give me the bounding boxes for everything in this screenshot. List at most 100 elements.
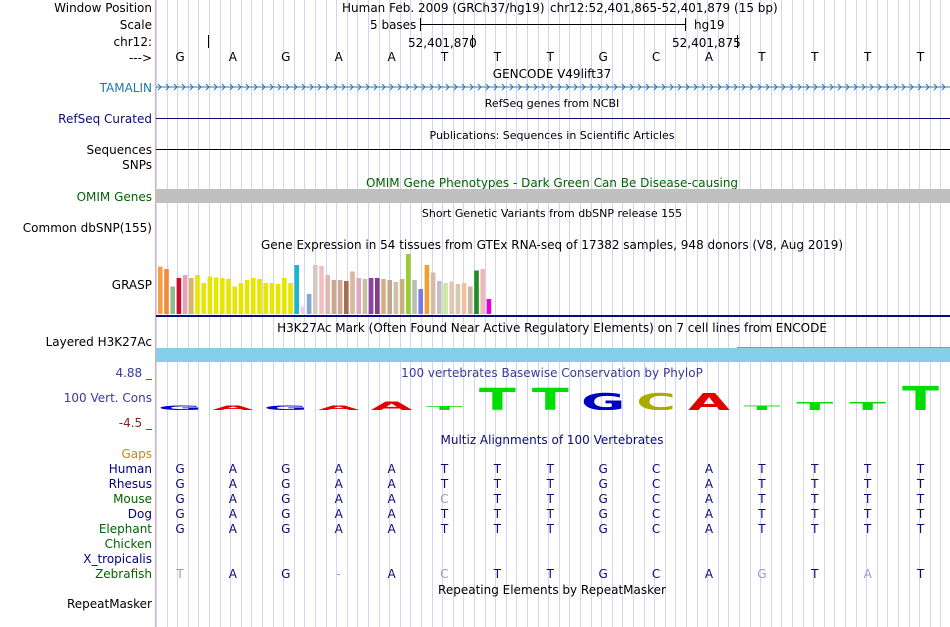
species-label[interactable]: Human [108,462,152,476]
gtex-tissue-bar[interactable] [288,283,293,314]
alignment-base: T [811,477,819,491]
dbsnp-track-title[interactable]: Short Genetic Variants from dbSNP releas… [421,207,683,220]
phylop-track-title[interactable]: 100 vertebrates Basewise Conservation by… [401,366,703,380]
gtex-tissue-bar[interactable] [418,289,423,314]
repeatmasker-track-title[interactable]: Repeating Elements by RepeatMasker [438,583,666,597]
gtex-tissue-bar[interactable] [474,270,479,315]
gtex-tissue-bar[interactable] [300,306,306,315]
omim-track-title[interactable]: OMIM Gene Phenotypes - Dark Green Can Be… [365,176,739,190]
gtex-tissue-bar[interactable] [226,279,231,314]
gtex-tissue-bar[interactable] [244,280,250,314]
gtex-tissue-bar[interactable] [213,277,219,315]
gtex-tissue-bar[interactable] [368,278,374,314]
omim-feature-bar[interactable] [156,189,950,203]
refseq-track-title[interactable]: RefSeq genes from NCBI [484,97,620,110]
vert-cons-label[interactable]: 100 Vert. Cons [63,391,152,405]
species-label[interactable]: Chicken [104,537,152,551]
tamalin-gene-feature[interactable] [156,81,950,93]
grid-line [876,0,878,627]
gtex-tissue-bar[interactable] [337,280,343,314]
gaps-label[interactable]: Gaps [121,447,152,461]
gtex-tissue-bar[interactable] [480,269,485,314]
gtex-tissue-bar[interactable] [356,278,361,314]
alignment-base: G [598,477,608,491]
species-label[interactable]: X_tropicalis [83,552,152,566]
species-label[interactable]: Mouse [113,492,152,506]
gtex-tissue-bar[interactable] [461,283,467,314]
species-label[interactable]: Elephant [98,522,152,536]
tamalin-gene-label[interactable]: TAMALIN [99,81,152,95]
layered-h3k27ac-label[interactable]: Layered H3K27Ac [45,335,152,349]
gtex-tissue-bar[interactable] [412,280,417,314]
alignment-base: T [758,462,766,476]
position-range[interactable]: chr12:52,401,865-52,401,879 (15 bp) [550,1,778,15]
gtex-tissue-bar[interactable] [468,286,473,315]
gtex-tissue-bar[interactable] [294,265,299,314]
gtex-tissue-bar[interactable] [269,283,275,314]
grid-line [770,0,772,627]
gtex-tissue-bar[interactable] [164,269,169,314]
gtex-tissue-bar[interactable] [350,271,355,315]
grid-line [537,0,539,627]
gtex-tissue-bar[interactable] [381,279,386,314]
h3k27ac-signal[interactable] [156,348,950,362]
publications-track-title[interactable]: Publications: Sequences in Scientific Ar… [429,129,675,142]
gtex-tissue-bar[interactable] [275,284,281,314]
species-label[interactable]: Rhesus [108,477,152,491]
gtex-tissue-bar[interactable] [387,280,392,314]
gtex-tissue-bar[interactable] [455,284,461,314]
gtex-tissue-bar[interactable] [449,281,454,315]
gtex-tissue-bar[interactable] [170,286,175,315]
h3k27ac-track-title[interactable]: H3K27Ac Mark (Often Found Near Active Re… [277,321,827,335]
gtex-tissue-bar[interactable] [399,279,405,314]
gtex-tissue-bar[interactable] [263,283,268,314]
strand-chevron [717,83,722,91]
gtex-tissue-bar[interactable] [325,275,330,314]
gtex-tissue-bar[interactable] [207,276,213,315]
gtex-tissue-bar[interactable] [437,281,442,314]
gtex-tissue-bar[interactable] [182,275,188,314]
gtex-tissue-bar[interactable] [486,299,492,314]
gtex-tissue-bar[interactable] [344,281,349,314]
omim-genes-label[interactable]: OMIM Genes [76,190,152,204]
repeatmasker-label[interactable]: RepeatMasker [66,597,152,611]
gtex-tissue-bar[interactable] [319,266,324,314]
gtex-tissue-bar[interactable] [251,278,256,314]
gtex-tissue-bar[interactable] [201,283,206,314]
sequences-label[interactable]: Sequences [86,143,152,157]
grasp-label[interactable]: GRASP [111,278,152,292]
gtex-tissue-bar[interactable] [220,278,225,314]
gtex-tissue-bar[interactable] [257,279,262,314]
gtex-expression-chart[interactable] [156,252,556,314]
gtex-tissue-bar[interactable] [232,286,237,315]
gtex-tissue-bar[interactable] [375,278,380,314]
gtex-tissue-bar[interactable] [189,278,194,314]
gtex-tissue-bar[interactable] [158,266,163,315]
species-label[interactable]: Zebrafish [95,567,152,581]
gtex-tissue-bar[interactable] [306,294,312,314]
gtex-tissue-bar[interactable] [406,254,411,314]
gtex-tissue-bar[interactable] [424,265,430,314]
common-dbsnp-label[interactable]: Common dbSNP(155) [22,221,152,235]
gtex-tissue-bar[interactable] [238,283,244,314]
gtex-track-title[interactable]: Gene Expression in 54 tissues from GTEx … [260,238,844,252]
snps-label[interactable]: SNPs [122,158,152,172]
gtex-tissue-bar[interactable] [195,275,200,314]
multiz-track-title[interactable]: Multiz Alignments of 100 Vertebrates [440,433,664,447]
species-label[interactable]: Dog [127,507,152,521]
gtex-tissue-bar[interactable] [313,265,318,314]
gtex-tissue-bar[interactable] [443,283,448,314]
gtex-tissue-bar[interactable] [393,282,399,314]
gtex-tissue-bar[interactable] [331,280,337,314]
gtex-tissue-bar[interactable] [282,278,287,314]
gtex-tissue-bar[interactable] [430,272,436,315]
gtex-tissue-bar[interactable] [176,278,182,314]
refseq-curated-label[interactable]: RefSeq Curated [58,112,152,126]
phylop-letter: A [371,400,413,410]
grid-line [633,0,634,627]
strand-chevron [301,83,306,91]
gencode-track-title[interactable]: GENCODE V49lift37 [492,67,612,81]
gtex-tissue-bar[interactable] [362,279,368,314]
